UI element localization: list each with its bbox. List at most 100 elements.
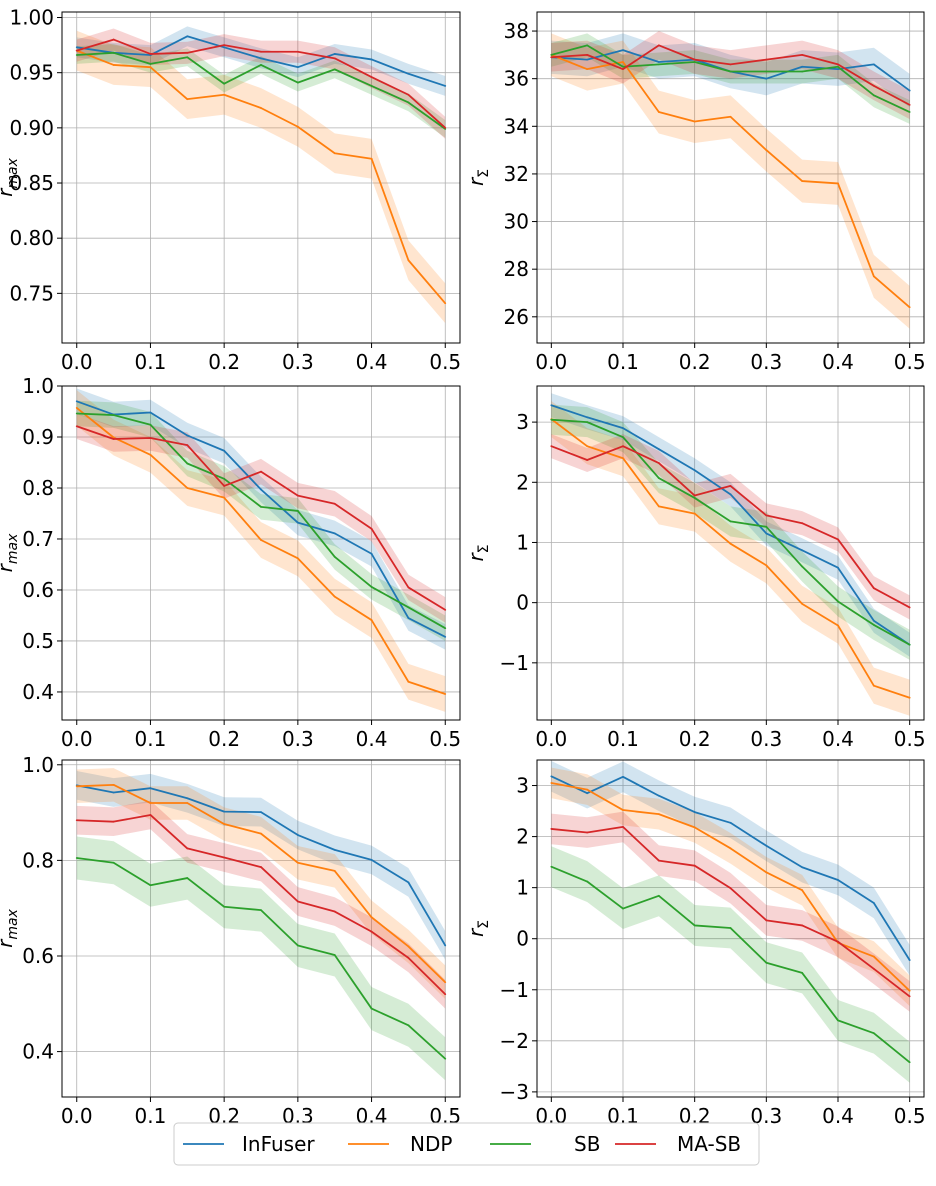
data-point-ndp	[444, 981, 447, 984]
panel-row1-right: 0.0 0.1 0.2 0.3 0.4 0.5 26 28 30 32 34 36 38 rΣ	[464, 11, 926, 374]
data-point-ma-sb	[223, 856, 226, 859]
data-point-ndp	[586, 445, 589, 448]
data-point-ndp	[622, 809, 624, 811]
data-point-ma-sb	[333, 910, 336, 913]
data-point-sb	[801, 565, 804, 568]
data-point-ma-sb	[75, 819, 78, 822]
data-point-ndp	[765, 564, 768, 567]
data-point-sb	[693, 497, 696, 499]
data-point-ndp	[186, 487, 189, 489]
data-point-infuser	[186, 434, 189, 437]
data-point-ma-sb	[75, 49, 78, 52]
data-point-ndp	[296, 125, 299, 128]
data-point-infuser	[872, 63, 875, 66]
data-point-ndp	[872, 955, 875, 958]
x-tick-label: 0.0	[61, 1104, 93, 1128]
data-point-ma-sb	[260, 50, 262, 53]
data-point-ndp	[622, 457, 624, 460]
data-point-sb	[407, 101, 410, 104]
data-point-ndp	[370, 619, 373, 621]
data-point-sb	[837, 1019, 839, 1022]
data-point-sb	[75, 857, 78, 859]
data-point-infuser	[801, 65, 804, 68]
y-tick-label: 2	[516, 825, 529, 849]
data-point-ndp	[908, 989, 911, 992]
data-point-sb	[223, 905, 226, 908]
data-point-sb	[908, 111, 911, 113]
data-point-infuser	[872, 902, 875, 904]
data-point-infuser	[75, 46, 78, 49]
data-point-sb	[837, 600, 839, 603]
y-tick-label: 0	[516, 591, 529, 615]
y-axis-label: rmax	[0, 908, 21, 947]
band-ndp	[76, 30, 446, 324]
y-tick-label: 36	[504, 67, 529, 91]
data-point-ndp	[186, 98, 189, 101]
y-tick-label: 3	[516, 774, 529, 798]
axes-frame	[61, 11, 461, 344]
data-point-ma-sb	[444, 126, 447, 129]
y-tick-label: 0.90	[9, 116, 54, 140]
legend-label-sb: SB	[574, 1132, 600, 1156]
x-tick-label: 0.1	[135, 350, 167, 374]
legend-label-ma-sb: MA-SB	[677, 1132, 741, 1156]
data-point-infuser	[296, 66, 299, 69]
data-point-infuser	[444, 635, 447, 638]
band-ndp	[551, 33, 910, 329]
data-point-sb	[112, 414, 115, 416]
y-tick-label: 0.80	[9, 226, 54, 250]
y-tick-label: 3	[516, 410, 529, 434]
data-point-sb	[765, 961, 768, 964]
data-point-ndp	[657, 111, 660, 113]
data-point-ma-sb	[112, 820, 115, 823]
data-point-sb	[296, 944, 299, 947]
data-point-ma-sb	[444, 993, 447, 996]
y-axis-label-subscript: Σ	[476, 920, 492, 929]
data-point-sb	[801, 972, 804, 974]
data-point-infuser	[333, 53, 336, 55]
data-point-sb	[186, 56, 189, 59]
band-sb	[76, 43, 446, 138]
data-point-sb	[657, 477, 660, 479]
data-point-ma-sb	[223, 44, 226, 46]
data-point-ma-sb	[75, 425, 78, 428]
data-point-ma-sb	[657, 462, 660, 464]
y-axis-label-subscript: max	[5, 533, 21, 564]
panel-row3-left: 0.00.10.20.30.40.50.40.60.81.0rmax	[0, 753, 461, 1128]
data-point-infuser	[657, 794, 660, 797]
data-point-infuser	[370, 552, 373, 555]
x-tick-label: 0.1	[607, 727, 639, 751]
data-point-sb	[444, 627, 447, 630]
panel-row2-left: 0.0 0.1 0.2 0.3 0.4 0.5 0.4 0.5 0.6 0.7 0.8 0.9 1.0 r…	[0, 374, 461, 751]
data-point-infuser	[729, 821, 732, 824]
data-point-ma-sb	[550, 445, 553, 448]
data-point-sb	[75, 412, 78, 415]
data-point-sb	[693, 61, 696, 63]
data-point-ma-sb	[693, 864, 696, 867]
data-point-infuser	[370, 859, 373, 861]
data-point-ma-sb	[149, 437, 152, 439]
legend-label-ndp: NDP	[410, 1132, 452, 1156]
data-point-ndp	[550, 782, 553, 784]
data-point-sb	[550, 865, 553, 868]
data-point-ndp	[837, 624, 839, 627]
y-tick-label: 26	[504, 305, 529, 329]
y-tick-label: 0.7	[22, 527, 54, 551]
data-point-sb	[765, 70, 768, 73]
y-tick-label: 1.0	[22, 374, 54, 398]
data-point-ndp	[622, 61, 624, 63]
band-sb	[76, 400, 446, 641]
y-tick-label: 1	[516, 876, 529, 900]
data-point-sb	[370, 586, 373, 588]
data-point-sb	[550, 53, 553, 56]
y-tick-label: 0.5	[22, 629, 54, 653]
x-tick-label: 0.4	[356, 350, 388, 374]
data-point-infuser	[872, 619, 875, 622]
data-point-ndp	[872, 684, 875, 687]
band-infuser	[76, 26, 446, 96]
y-axis-label-base: r	[464, 927, 488, 937]
data-point-ma-sb	[296, 494, 299, 497]
data-point-infuser	[407, 72, 410, 75]
band-ndp	[76, 768, 446, 1000]
data-point-ma-sb	[296, 900, 299, 903]
